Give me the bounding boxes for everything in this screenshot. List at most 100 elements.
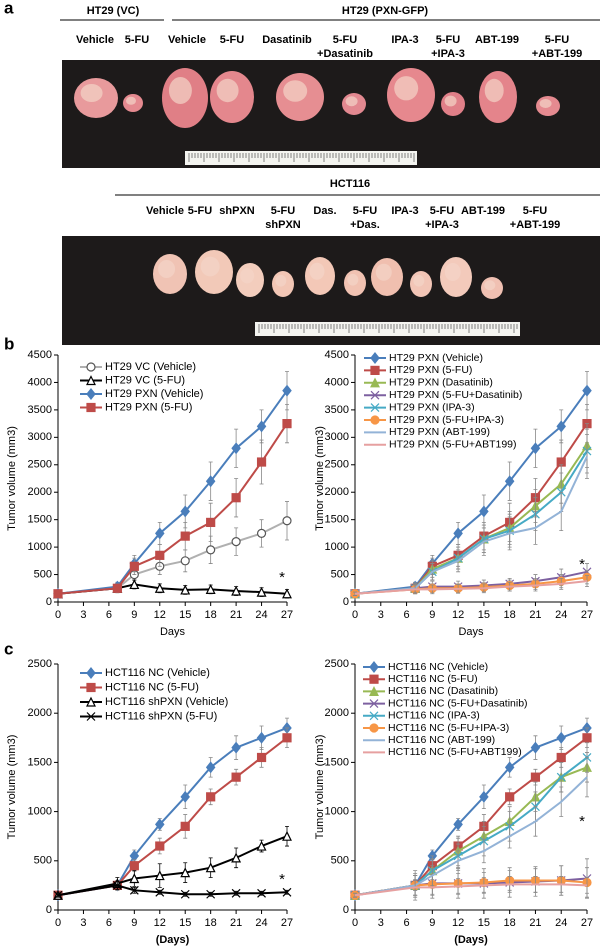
legend-marker [370, 390, 380, 400]
legend-label: HT29 PXN (5-FU+Dasatinib) [389, 389, 522, 401]
marker [205, 761, 216, 774]
y-tick-label: 4000 [28, 376, 52, 388]
legend-label: HT29 PXN (Dasatinib) [389, 377, 493, 389]
y-tick-label: 500 [331, 568, 349, 580]
legend-marker [86, 696, 96, 707]
x-tick-label: 6 [403, 609, 409, 621]
legend-label: HT29 VC (Vehicle) [105, 361, 196, 373]
marker [112, 583, 122, 593]
marker [205, 862, 216, 873]
treatment-label: +ABT-199 [532, 48, 582, 60]
legend-label: HCT116 NC (5-FU+Dasatinib) [388, 697, 528, 709]
treatment-label: 5-FU [430, 205, 455, 217]
marker [231, 741, 241, 754]
treatment-label: Dasatinib [262, 34, 312, 46]
group-label: HT29 (PXN-GFP) [342, 5, 429, 17]
marker [282, 733, 292, 743]
x-tick-label: 0 [352, 917, 358, 929]
y-tick-label: 2500 [28, 459, 52, 471]
x-tick-label: 21 [230, 917, 242, 929]
marker [282, 419, 292, 429]
treatment-label: 5-FU [436, 34, 461, 46]
x-tick-label: 18 [504, 917, 516, 929]
treatment-label: 5-FU [271, 205, 296, 217]
x-tick-label: 6 [106, 609, 112, 621]
marker [53, 589, 63, 599]
tumor-highlight [240, 268, 255, 284]
marker [256, 731, 267, 744]
tumor-highlight [168, 77, 192, 104]
legend-marker [370, 377, 380, 388]
treatment-label: 5-FU [545, 34, 570, 46]
legend-label: HT29 VC (5-FU) [105, 374, 185, 386]
y-tick-label: 1500 [325, 514, 349, 526]
marker [257, 888, 266, 898]
legend-marker [86, 682, 96, 693]
marker [180, 531, 190, 541]
treatment-label: +Dasatinib [317, 48, 373, 60]
x-tick-label: 24 [555, 609, 567, 621]
marker [530, 442, 541, 455]
marker [154, 582, 165, 593]
legend-label: HT29 PXN (Vehicle) [105, 388, 203, 400]
legend-label: HT29 PXN (IPA-3) [389, 401, 475, 413]
x-tick-label: 15 [478, 609, 490, 621]
marker [582, 384, 592, 397]
marker [231, 493, 241, 503]
tumor-highlight [283, 80, 308, 102]
legend-marker [86, 388, 96, 400]
annotation: * [279, 569, 285, 586]
tumor-highlight [80, 84, 103, 102]
marker [180, 889, 190, 899]
x-tick-label: 27 [281, 609, 293, 621]
marker [206, 889, 216, 899]
legend-marker [370, 403, 380, 413]
marker [479, 790, 489, 803]
marker [231, 852, 242, 863]
tumor-highlight [216, 78, 239, 103]
legend-label: HCT116 shPXN (Vehicle) [105, 696, 228, 708]
legend-marker [369, 723, 379, 733]
treatment-label: shPXN [219, 205, 255, 217]
x-tick-label: 18 [504, 609, 516, 621]
y-tick-label: 2500 [28, 658, 52, 670]
tumor-highlight [484, 78, 504, 103]
ruler [185, 151, 417, 165]
y-tick-label: 2000 [325, 707, 349, 719]
legend-label: HCT116 NC (Vehicle) [105, 667, 210, 679]
treatment-label: ABT-199 [475, 34, 519, 46]
series-line [354, 756, 588, 897]
x-tick-label: 27 [281, 917, 293, 929]
x-tick-label: 0 [55, 917, 61, 929]
marker [155, 887, 165, 897]
marker [180, 790, 190, 803]
x-tick-label: 12 [452, 609, 464, 621]
marker [256, 457, 267, 467]
y-tick-label: 500 [34, 568, 52, 580]
legend-label: HCT116 NC (5-FU) [388, 673, 478, 685]
series-line [354, 456, 588, 595]
marker [256, 528, 267, 538]
marker [155, 841, 165, 851]
panel-label: b [4, 334, 14, 353]
marker [206, 792, 216, 802]
marker [206, 545, 216, 555]
legend-label: HT29 PXN (5-FU+IPA-3) [389, 414, 504, 426]
legend-label: HT29 PXN (Vehicle) [389, 352, 483, 364]
x-tick-label: 3 [80, 609, 86, 621]
tumor-highlight [347, 273, 359, 286]
legend-marker [370, 415, 380, 425]
tumor-highlight [275, 274, 287, 287]
tumor-highlight [444, 263, 461, 281]
x-tick-label: 12 [154, 609, 166, 621]
legend-marker [86, 375, 96, 386]
x-axis-label: (Days) [156, 934, 190, 946]
marker [231, 442, 241, 455]
marker [256, 420, 267, 433]
y-tick-label: 2500 [325, 459, 349, 471]
tumor-highlight [413, 274, 425, 287]
legend-label: HCT116 NC (ABT-199) [388, 734, 495, 746]
annotation: * [279, 871, 285, 888]
y-tick-label: 1500 [28, 514, 52, 526]
